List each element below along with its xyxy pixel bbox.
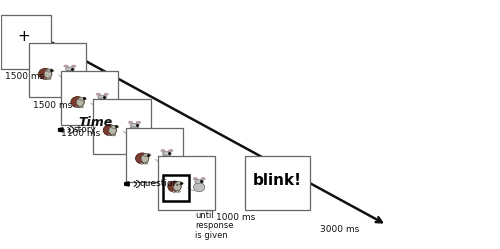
Ellipse shape <box>76 98 84 106</box>
Ellipse shape <box>176 191 178 192</box>
Ellipse shape <box>79 106 82 108</box>
FancyBboxPatch shape <box>126 127 183 182</box>
Ellipse shape <box>144 163 146 164</box>
Ellipse shape <box>96 98 108 107</box>
Ellipse shape <box>64 65 68 67</box>
Ellipse shape <box>162 151 172 155</box>
Ellipse shape <box>172 191 175 192</box>
Ellipse shape <box>48 78 51 80</box>
Ellipse shape <box>194 183 205 192</box>
Ellipse shape <box>66 67 74 71</box>
Ellipse shape <box>78 97 86 100</box>
Text: 3000 ms: 3000 ms <box>320 225 359 234</box>
Ellipse shape <box>176 182 183 185</box>
Polygon shape <box>124 182 129 186</box>
Ellipse shape <box>76 106 78 108</box>
Text: +: + <box>18 29 30 44</box>
Ellipse shape <box>108 134 110 136</box>
Text: story: story <box>74 125 96 134</box>
Text: Time: Time <box>78 116 112 129</box>
Ellipse shape <box>168 181 181 192</box>
Ellipse shape <box>116 126 118 128</box>
Text: 1100 ms: 1100 ms <box>61 129 100 138</box>
Ellipse shape <box>38 68 52 79</box>
Polygon shape <box>58 128 63 132</box>
Ellipse shape <box>201 178 205 180</box>
Ellipse shape <box>143 153 150 157</box>
Ellipse shape <box>129 126 140 135</box>
Ellipse shape <box>71 97 85 108</box>
FancyBboxPatch shape <box>94 99 150 154</box>
Ellipse shape <box>96 93 100 95</box>
Ellipse shape <box>103 125 117 136</box>
Ellipse shape <box>178 191 180 192</box>
Text: 1500 ms: 1500 ms <box>6 72 44 81</box>
Ellipse shape <box>64 70 76 79</box>
Text: until
response
is given: until response is given <box>196 211 234 240</box>
Text: blink!: blink! <box>253 173 302 188</box>
FancyBboxPatch shape <box>28 43 86 97</box>
Ellipse shape <box>72 65 76 67</box>
FancyBboxPatch shape <box>61 71 118 125</box>
Ellipse shape <box>111 125 118 128</box>
Ellipse shape <box>44 70 52 78</box>
Ellipse shape <box>46 78 49 80</box>
Ellipse shape <box>161 150 165 152</box>
Ellipse shape <box>193 178 198 180</box>
Ellipse shape <box>180 183 184 184</box>
FancyBboxPatch shape <box>245 156 310 210</box>
Text: 1000 ms: 1000 ms <box>216 213 256 222</box>
Ellipse shape <box>146 163 148 164</box>
Ellipse shape <box>148 155 151 156</box>
Ellipse shape <box>44 78 46 80</box>
Ellipse shape <box>128 121 133 124</box>
Ellipse shape <box>136 121 140 124</box>
Ellipse shape <box>112 134 114 136</box>
Text: 1500 ms: 1500 ms <box>32 101 72 110</box>
Ellipse shape <box>104 93 108 95</box>
Ellipse shape <box>162 154 172 164</box>
Ellipse shape <box>136 153 149 164</box>
Text: question: question <box>140 180 179 188</box>
Ellipse shape <box>114 134 116 136</box>
Ellipse shape <box>141 155 148 163</box>
Ellipse shape <box>140 163 142 164</box>
FancyBboxPatch shape <box>2 15 51 69</box>
Ellipse shape <box>51 70 54 71</box>
Ellipse shape <box>194 180 203 184</box>
Ellipse shape <box>109 126 116 134</box>
FancyBboxPatch shape <box>158 156 215 210</box>
Ellipse shape <box>81 106 84 108</box>
Ellipse shape <box>174 183 181 191</box>
Ellipse shape <box>130 123 139 127</box>
Ellipse shape <box>84 98 86 100</box>
Ellipse shape <box>98 95 106 99</box>
Ellipse shape <box>168 150 173 152</box>
Ellipse shape <box>46 69 54 72</box>
